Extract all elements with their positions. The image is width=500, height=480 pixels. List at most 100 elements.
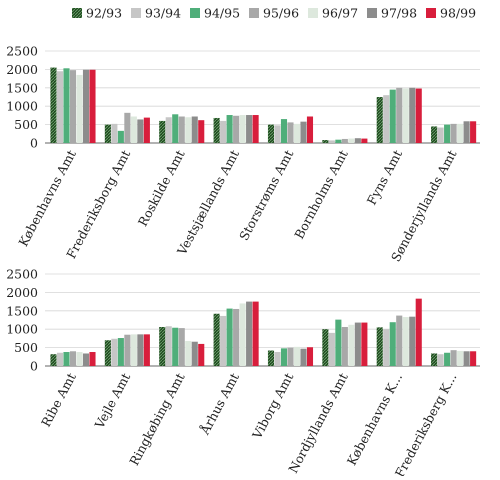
bar-ribe-amt-92-93 [50, 354, 57, 366]
y-tick-label: 2000 [6, 62, 38, 77]
bar-københavns-amt-97-98 [82, 69, 90, 143]
bar-bornholms-amt-98-99 [361, 138, 368, 143]
bar-frederiksberg-k-93-94 [437, 354, 444, 366]
bar-vejle-amt-96-97 [130, 334, 137, 366]
bar-viborg-amt-96-97 [293, 346, 301, 366]
bar-bornholms-amt-94-95 [335, 139, 342, 143]
x-tick-label-vestsjællands-amt: Vestsjællands Amt [174, 147, 242, 258]
bar-viborg-amt-97-98 [300, 348, 307, 366]
y-tick-label: 0 [30, 359, 38, 374]
bar-københavns-amt-92-93 [50, 67, 57, 143]
x-tick-label-storstrøms-amt: Storstrøms Amt [236, 147, 296, 242]
bar-sønderjyllands-amt-93-94 [437, 127, 444, 143]
bar-storstrøms-amt-98-99 [306, 116, 314, 143]
top-panel: 0 500 1000 1500 2000 2500 Københavns AmtFreder… [6, 44, 480, 264]
bar-københavns-k-95-96 [396, 315, 403, 366]
bar-storstrøms-amt-92-93 [267, 124, 275, 143]
bar-viborg-amt-92-93 [267, 350, 275, 366]
bar-københavns-amt-93-94 [56, 71, 64, 143]
bar-frederiksborg-amt-98-99 [143, 117, 150, 143]
y-tick-label: 500 [14, 117, 38, 132]
bar-århus-amt-96-97 [239, 303, 246, 366]
bar-viborg-amt-95-96 [287, 347, 294, 366]
bar-århus-amt-92-93 [213, 313, 220, 366]
y-tick-label: 1000 [6, 99, 38, 114]
x-tick-label-viborg-amt: Viborg Amt [249, 370, 297, 442]
y-tick-label: 2000 [6, 285, 38, 300]
bar-fyns-amt-95-96 [396, 87, 403, 143]
legend-swatch-95-96 [249, 8, 259, 18]
bar-bornholms-amt-93-94 [328, 140, 335, 143]
bar-vestsjællands-amt-94-95 [226, 115, 233, 143]
bar-roskilde-amt-92-93 [159, 120, 166, 143]
bar-københavns-amt-94-95 [63, 68, 70, 143]
bar-fyns-amt-93-94 [383, 95, 390, 143]
bar-nordjyllands-amt-96-97 [348, 324, 355, 366]
bar-roskilde-amt-93-94 [165, 117, 172, 143]
bar-frederiksberg-k-92-93 [431, 353, 438, 366]
bar-bornholms-amt-95-96 [341, 138, 348, 143]
bar-ribe-amt-97-98 [82, 353, 90, 366]
bar-sønderjyllands-amt-96-97 [457, 123, 464, 143]
bar-fyns-amt-94-95 [389, 89, 396, 143]
bar-nordjyllands-amt-97-98 [354, 322, 361, 366]
bar-vestsjællands-amt-96-97 [239, 115, 246, 143]
bar-frederiksborg-amt-96-97 [130, 116, 137, 143]
bar-frederiksberg-k-95-96 [450, 350, 457, 366]
bar-københavns-k-94-95 [389, 322, 396, 366]
x-tick-label-nordjyllands-amt: Nordjyllands Amt [285, 370, 350, 475]
x-tick-label-bornholms-amt: Bornholms Amt [291, 147, 350, 241]
y-tick-label: 1500 [6, 80, 38, 95]
legend-swatch-98-99 [426, 8, 436, 18]
bar-nordjyllands-amt-95-96 [341, 326, 348, 366]
bar-århus-amt-98-99 [252, 301, 259, 366]
bar-vestsjællands-amt-98-99 [252, 115, 259, 143]
bar-viborg-amt-94-95 [280, 348, 288, 366]
bar-sønderjyllands-amt-97-98 [463, 121, 470, 143]
bar-ringkøbing-amt-96-97 [185, 340, 192, 366]
bar-bornholms-amt-92-93 [322, 140, 329, 143]
bar-viborg-amt-93-94 [274, 352, 281, 366]
bar-københavns-amt-96-97 [76, 74, 83, 143]
bottom-panel: 0 500 1000 1500 2000 2500 Ribe Amt Vejle AmtRin… [6, 267, 480, 480]
bar-frederiksborg-amt-94-95 [117, 130, 124, 143]
bar-sønderjyllands-amt-98-99 [470, 121, 477, 143]
bar-vejle-amt-95-96 [124, 334, 131, 366]
x-tick-label-fyns-amt: Fyns Amt [364, 147, 405, 207]
bar-nordjyllands-amt-98-99 [361, 322, 368, 366]
bar-fyns-amt-92-93 [376, 97, 383, 143]
bar-storstrøms-amt-94-95 [280, 119, 288, 143]
bar-nordjyllands-amt-92-93 [322, 329, 329, 366]
bar-frederiksborg-amt-92-93 [104, 124, 111, 143]
bar-vejle-amt-92-93 [104, 340, 111, 366]
y-tick-label: 500 [14, 340, 38, 355]
legend: 92/93 93/94 94/95 95/96 96/97 97/98 98/99 [72, 6, 476, 21]
x-tick-label-frederiksborg-amt: Frederiksborg Amt [63, 147, 133, 261]
bar-ribe-amt-94-95 [63, 352, 70, 366]
bar-frederiksberg-k-94-95 [444, 352, 451, 366]
legend-label-98-99: 98/99 [440, 6, 476, 21]
bar-frederiksberg-k-98-99 [470, 351, 477, 366]
bar-århus-amt-93-94 [220, 315, 227, 366]
bar-frederiksborg-amt-97-98 [137, 119, 144, 143]
bar-roskilde-amt-94-95 [172, 114, 179, 143]
bar-københavns-k-98-99 [415, 298, 422, 366]
bar-storstrøms-amt-95-96 [287, 122, 294, 143]
bar-vestsjællands-amt-93-94 [220, 120, 227, 143]
bar-vejle-amt-98-99 [143, 334, 150, 366]
bar-vestsjællands-amt-95-96 [233, 115, 240, 143]
y-tick-label: 1000 [6, 322, 38, 337]
y-tick-label: 2500 [6, 44, 38, 59]
bar-vejle-amt-94-95 [117, 338, 124, 366]
y-tick-label: 2500 [6, 267, 38, 282]
bar-københavns-amt-98-99 [89, 69, 96, 143]
x-tick-label-københavns-amt: Københavns Amt [15, 147, 78, 249]
bar-frederiksborg-amt-95-96 [124, 112, 131, 143]
bar-roskilde-amt-97-98 [191, 116, 198, 143]
bar-ribe-amt-93-94 [56, 352, 64, 366]
bar-vestsjællands-amt-92-93 [213, 117, 220, 143]
bar-nordjyllands-amt-94-95 [335, 319, 342, 366]
x-tick-label-århus-amt: Århus Amt [197, 370, 242, 437]
